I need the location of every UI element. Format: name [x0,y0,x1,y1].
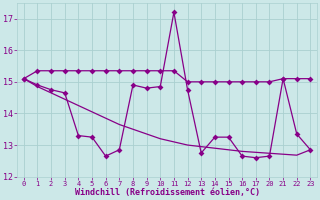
X-axis label: Windchill (Refroidissement éolien,°C): Windchill (Refroidissement éolien,°C) [75,188,260,197]
